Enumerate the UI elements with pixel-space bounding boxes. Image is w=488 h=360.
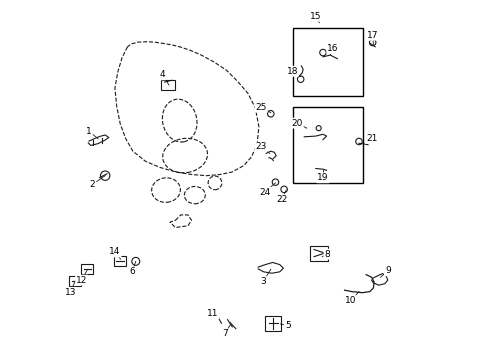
- Text: 14: 14: [109, 248, 121, 256]
- Text: 1: 1: [86, 127, 92, 136]
- Text: 4: 4: [159, 71, 165, 80]
- Bar: [81, 264, 93, 274]
- Text: 24: 24: [259, 188, 270, 197]
- Text: 17: 17: [366, 31, 378, 40]
- Bar: [114, 256, 126, 266]
- Text: 7: 7: [222, 329, 227, 338]
- Text: 21: 21: [365, 134, 377, 143]
- Text: 2: 2: [90, 180, 95, 189]
- Text: 6: 6: [129, 267, 135, 276]
- Text: 19: 19: [317, 174, 328, 183]
- Bar: [69, 276, 81, 286]
- Text: 12: 12: [76, 276, 87, 284]
- Text: 15: 15: [309, 12, 321, 21]
- Text: 20: 20: [291, 119, 302, 128]
- Text: 22: 22: [275, 195, 286, 204]
- Bar: [293, 107, 362, 183]
- Text: 13: 13: [64, 288, 76, 297]
- Text: 9: 9: [384, 266, 390, 275]
- Bar: [265, 316, 280, 331]
- Text: 8: 8: [324, 250, 329, 259]
- Text: 5: 5: [284, 321, 290, 330]
- Bar: [161, 80, 174, 90]
- Text: 18: 18: [286, 67, 298, 76]
- Text: 10: 10: [345, 296, 356, 305]
- Bar: [310, 246, 327, 261]
- Text: 16: 16: [326, 44, 338, 53]
- Text: 23: 23: [255, 143, 266, 152]
- Bar: [293, 28, 362, 96]
- Text: 3: 3: [260, 277, 265, 286]
- Text: 25: 25: [255, 103, 266, 112]
- Text: 11: 11: [206, 310, 218, 319]
